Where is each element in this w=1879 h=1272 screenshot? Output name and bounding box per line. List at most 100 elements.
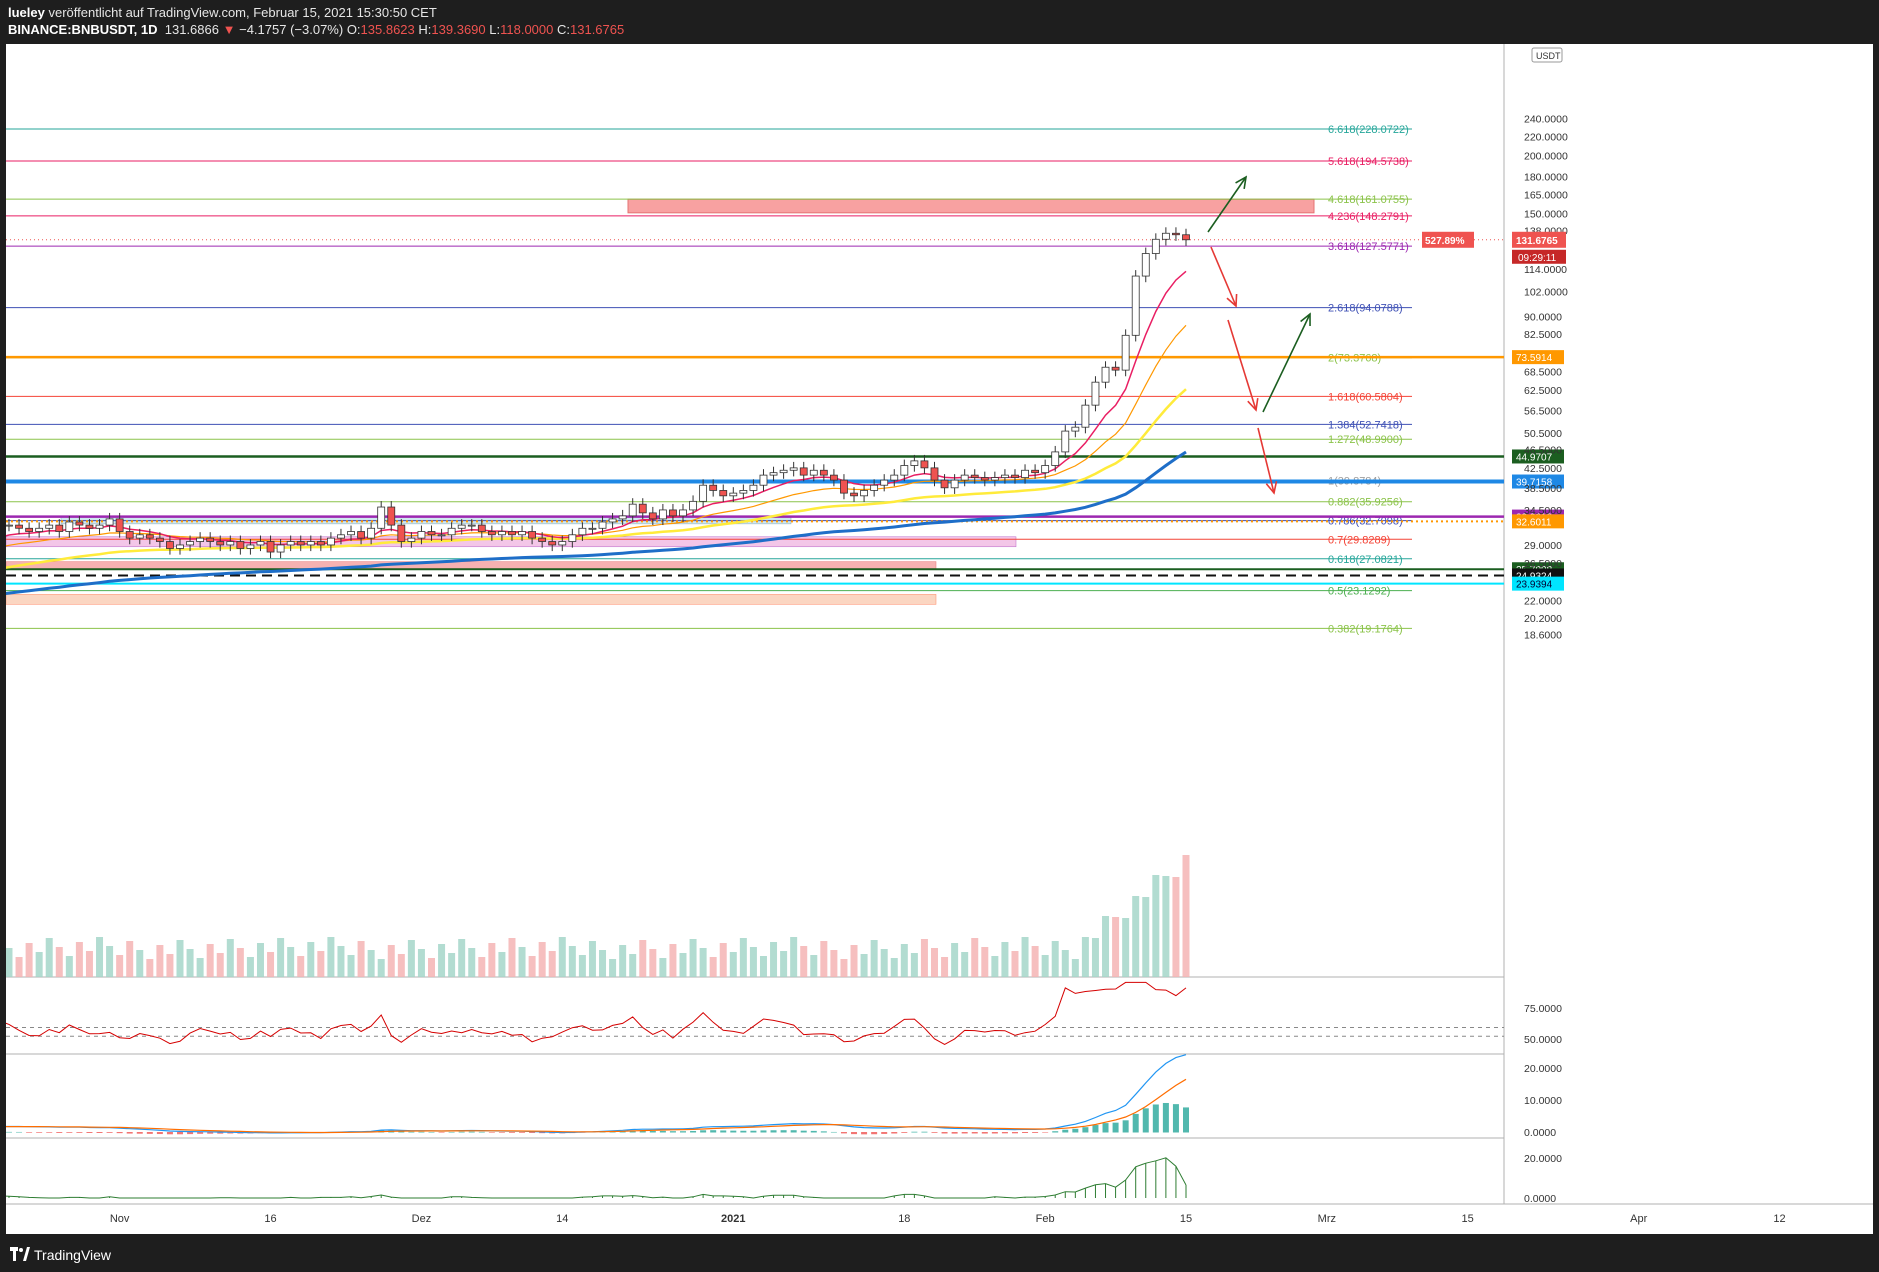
candle[interactable] [1071,426,1080,432]
candle[interactable] [669,509,677,517]
candle[interactable] [1091,381,1100,406]
candle[interactable] [256,541,265,546]
candle[interactable] [840,479,848,494]
candle[interactable] [940,479,949,489]
candle[interactable] [437,534,446,537]
candle[interactable] [236,541,245,549]
candle[interactable] [457,524,466,529]
up-arrow-icon[interactable] [1207,176,1247,233]
candle[interactable] [819,469,828,476]
candle[interactable] [779,469,788,474]
candle[interactable] [749,484,758,491]
candle[interactable] [447,527,456,536]
candle[interactable] [1081,404,1090,428]
candle[interactable] [95,524,104,529]
ema-mid-line[interactable] [6,324,1187,630]
candle[interactable] [860,490,868,497]
candle[interactable] [990,477,999,481]
candle[interactable] [920,460,929,469]
candle[interactable] [789,467,798,471]
candle[interactable] [306,541,315,546]
candle[interactable] [608,518,617,523]
up-arrow-icon[interactable] [1262,313,1311,413]
candle[interactable] [105,518,114,526]
candle[interactable] [910,460,919,466]
osc-line[interactable] [6,1157,1187,1199]
candle[interactable] [689,500,697,511]
candle[interactable] [809,469,818,476]
candle[interactable] [145,534,154,539]
ema-slow-line[interactable] [6,388,1187,630]
candle[interactable] [357,531,365,539]
candle[interactable] [578,527,587,536]
candle[interactable] [739,490,748,494]
candle[interactable] [508,531,516,536]
candle[interactable] [1141,253,1150,277]
candle[interactable] [709,484,718,491]
candle[interactable] [568,534,577,542]
candle[interactable] [830,474,838,481]
candle[interactable] [618,515,627,520]
candle[interactable] [226,541,235,546]
candle[interactable] [558,541,567,546]
price-chart[interactable]: 6.618(228.0722) 5.618(194.5738) 4.618(161.… [6,44,1873,1234]
candle[interactable] [699,484,708,502]
candle[interactable] [467,524,476,527]
candle[interactable] [196,537,205,542]
candle[interactable] [417,531,426,539]
candle[interactable] [1051,451,1060,466]
ema-long-line[interactable] [6,450,1187,630]
candle[interactable] [286,541,295,546]
candle[interactable] [648,512,657,520]
candle[interactable] [216,541,225,546]
candle[interactable] [538,537,547,542]
candle[interactable] [588,527,597,530]
candle[interactable] [1131,275,1140,336]
candle[interactable] [6,524,13,527]
symbol-name[interactable]: BINANCE:BNBUSDT, 1D [8,22,158,37]
candle[interactable] [1011,474,1019,478]
candle[interactable] [1101,366,1110,383]
candle[interactable] [799,467,808,476]
candle[interactable] [125,531,134,539]
candle[interactable] [75,521,84,526]
candle[interactable] [638,503,647,514]
candle[interactable] [1061,430,1070,453]
candle[interactable] [477,524,486,532]
candle[interactable] [316,541,325,546]
candle[interactable] [850,492,858,497]
candle[interactable] [719,490,728,497]
macd-signal-line[interactable] [6,1078,1187,1134]
candle[interactable] [1161,232,1170,240]
candle[interactable] [960,474,969,481]
candle[interactable] [115,518,124,532]
candle[interactable] [35,527,44,532]
candle[interactable] [246,544,255,549]
candle[interactable] [1021,469,1029,478]
support-zone[interactable] [6,594,937,605]
candle[interactable] [427,531,436,536]
candle[interactable] [1182,234,1190,241]
candle[interactable] [347,531,355,536]
candle[interactable] [377,506,386,529]
candle[interactable] [326,537,335,546]
candle[interactable] [498,531,506,536]
candle[interactable] [186,541,194,546]
candle[interactable] [55,524,64,532]
candle[interactable] [135,534,144,539]
candle[interactable] [598,521,607,529]
candle[interactable] [176,544,184,549]
candle[interactable] [548,541,557,546]
down-arrow-icon[interactable] [1227,319,1257,411]
candle[interactable] [487,531,496,536]
macd-line[interactable] [6,1054,1187,1134]
support-zone[interactable] [6,561,937,569]
candle[interactable] [155,537,164,542]
candle[interactable] [930,467,939,481]
candle[interactable] [970,474,979,478]
candle[interactable] [25,527,34,532]
candle[interactable] [1001,474,1009,478]
candle[interactable] [1041,465,1050,474]
candle[interactable] [729,492,738,497]
candle[interactable] [166,541,174,549]
